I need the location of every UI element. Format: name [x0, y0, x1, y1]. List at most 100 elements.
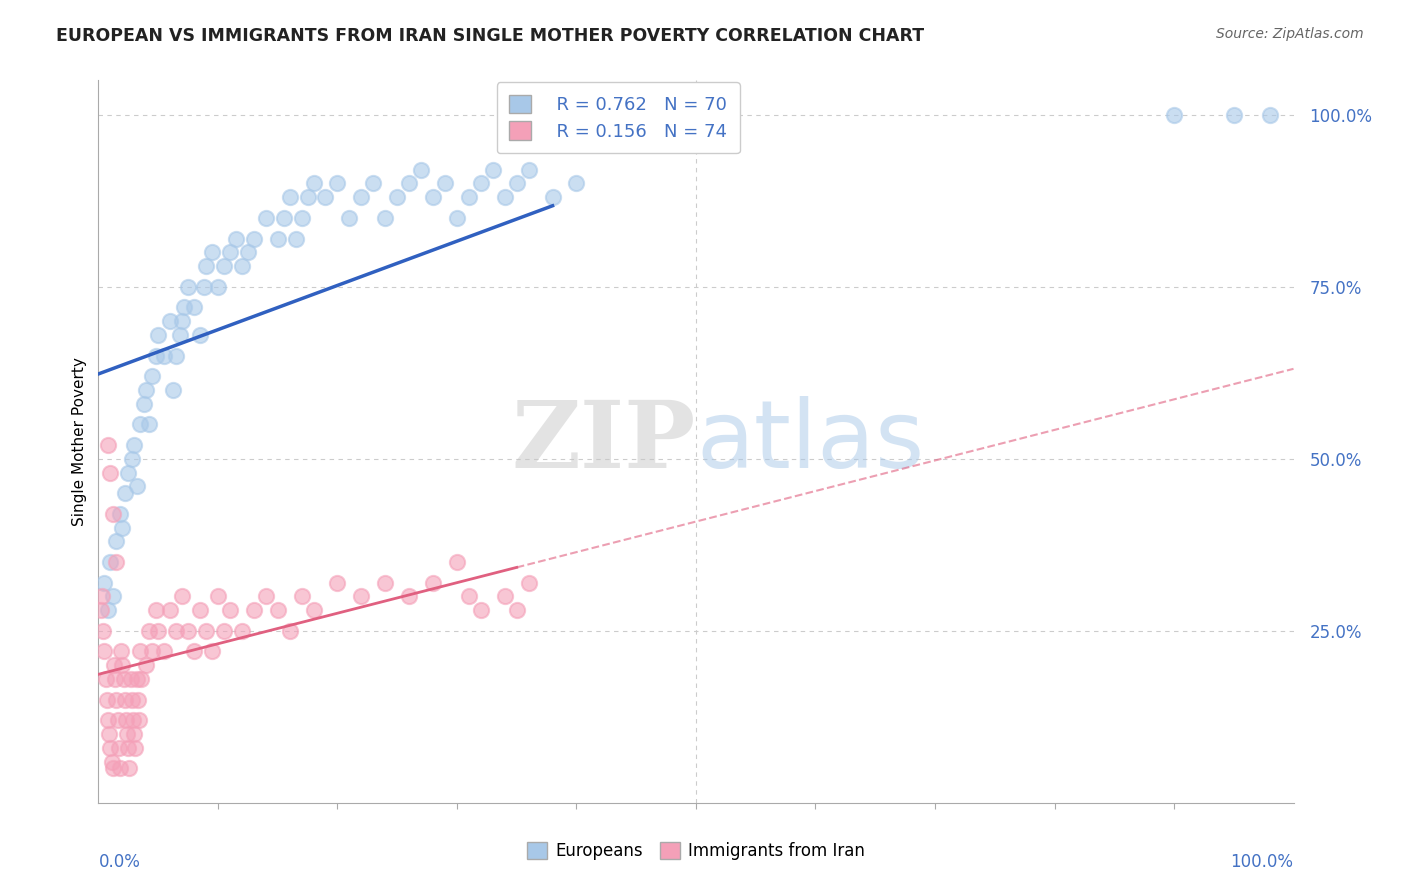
Point — [107, 740, 129, 755]
Point — [446, 211, 468, 225]
Point — [104, 672, 127, 686]
Point — [291, 590, 314, 604]
Point — [565, 177, 588, 191]
Point — [506, 603, 529, 617]
Point — [93, 575, 115, 590]
Point — [91, 590, 114, 604]
Point — [94, 672, 117, 686]
Point — [350, 190, 373, 204]
Point — [111, 520, 134, 534]
Point — [98, 727, 121, 741]
Point — [132, 397, 155, 411]
Point — [188, 327, 211, 342]
Legend: Europeans, Immigrants from Iran: Europeans, Immigrants from Iran — [520, 835, 872, 867]
Point — [141, 369, 163, 384]
Point — [267, 231, 290, 245]
Point — [446, 555, 468, 569]
Point — [284, 231, 307, 245]
Point — [243, 603, 266, 617]
Text: ZIP: ZIP — [512, 397, 696, 486]
Point — [110, 644, 132, 658]
Point — [173, 301, 195, 315]
Point — [374, 211, 396, 225]
Point — [1258, 108, 1281, 122]
Point — [188, 603, 211, 617]
Point — [138, 417, 160, 432]
Point — [302, 177, 325, 191]
Point — [153, 349, 176, 363]
Text: atlas: atlas — [696, 395, 924, 488]
Point — [470, 603, 492, 617]
Point — [225, 231, 247, 245]
Point — [183, 301, 205, 315]
Point — [96, 692, 118, 706]
Point — [231, 624, 253, 638]
Point — [120, 672, 142, 686]
Point — [165, 349, 187, 363]
Point — [193, 279, 215, 293]
Point — [145, 603, 167, 617]
Point — [236, 245, 259, 260]
Point — [195, 259, 218, 273]
Point — [541, 190, 564, 204]
Point — [148, 624, 170, 638]
Point — [117, 466, 139, 480]
Point — [107, 713, 129, 727]
Point — [243, 231, 266, 245]
Point — [219, 245, 242, 260]
Point — [118, 761, 141, 775]
Point — [117, 740, 139, 755]
Point — [195, 624, 218, 638]
Point — [141, 644, 163, 658]
Point — [183, 644, 205, 658]
Point — [470, 177, 492, 191]
Point — [98, 555, 122, 569]
Point — [159, 314, 181, 328]
Point — [385, 190, 409, 204]
Point — [172, 590, 194, 604]
Point — [128, 713, 150, 727]
Point — [114, 692, 136, 706]
Point — [98, 740, 122, 755]
Point — [111, 658, 134, 673]
Point — [129, 417, 152, 432]
Point — [494, 190, 516, 204]
Text: EUROPEAN VS IMMIGRANTS FROM IRAN SINGLE MOTHER POVERTY CORRELATION CHART: EUROPEAN VS IMMIGRANTS FROM IRAN SINGLE … — [56, 27, 924, 45]
Point — [506, 177, 529, 191]
Point — [201, 644, 224, 658]
Point — [339, 211, 361, 225]
Point — [129, 644, 152, 658]
Point — [98, 466, 122, 480]
Point — [101, 590, 124, 604]
Point — [207, 279, 229, 293]
Point — [135, 383, 157, 397]
Point — [148, 327, 170, 342]
Point — [121, 451, 143, 466]
Point — [121, 692, 143, 706]
Point — [201, 245, 224, 260]
Point — [1223, 108, 1246, 122]
Point — [291, 211, 314, 225]
Point — [124, 727, 146, 741]
Point — [398, 177, 420, 191]
Point — [125, 479, 148, 493]
Point — [122, 713, 145, 727]
Point — [105, 555, 128, 569]
Point — [112, 672, 135, 686]
Text: Source: ZipAtlas.com: Source: ZipAtlas.com — [1216, 27, 1364, 41]
Point — [494, 590, 516, 604]
Point — [105, 692, 128, 706]
Point — [267, 603, 290, 617]
Point — [273, 211, 295, 225]
Point — [169, 327, 191, 342]
Point — [91, 624, 114, 638]
Point — [124, 740, 146, 755]
Point — [177, 279, 200, 293]
Point — [411, 162, 433, 177]
Point — [1163, 108, 1185, 122]
Point — [135, 658, 157, 673]
Point — [517, 575, 540, 590]
Point — [131, 672, 153, 686]
Point — [481, 162, 505, 177]
Point — [115, 713, 138, 727]
